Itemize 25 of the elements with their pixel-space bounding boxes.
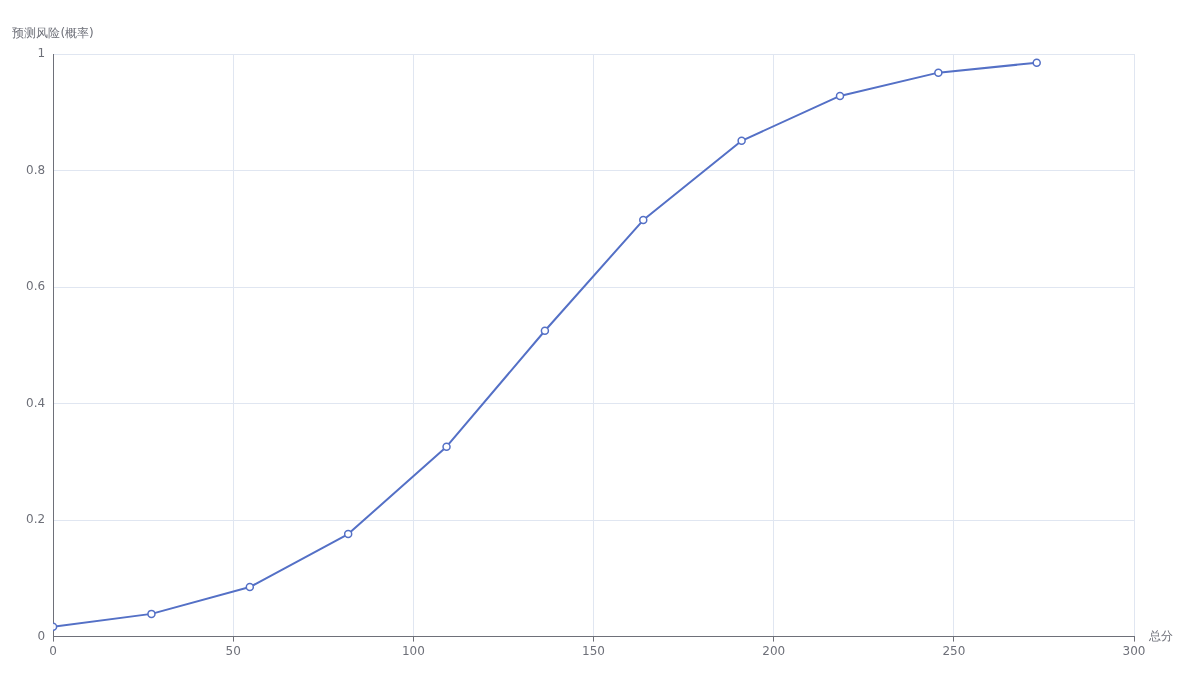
y-tick-label: 1 xyxy=(37,46,46,61)
point xyxy=(934,68,943,77)
point xyxy=(147,609,156,619)
y-tick-label: 0.6 xyxy=(25,279,46,294)
point xyxy=(1032,58,1041,67)
point xyxy=(343,529,353,539)
y-tick-label: 0 xyxy=(37,628,46,643)
point xyxy=(639,215,648,225)
point xyxy=(442,442,451,451)
x-tick-label: 0 xyxy=(49,643,57,658)
y-tick-label: 0.4 xyxy=(25,395,46,410)
x-tick-label: 50 xyxy=(225,643,241,658)
x-tick-label: 100 xyxy=(401,643,425,658)
x-tick-label: 250 xyxy=(942,643,966,658)
x-tick-label: 300 xyxy=(1122,643,1146,658)
y-axis-title: 预测风险(概率) xyxy=(12,26,94,41)
point xyxy=(737,136,746,146)
x-tick-label: 150 xyxy=(582,643,605,658)
point xyxy=(835,91,845,101)
point xyxy=(540,326,550,335)
point xyxy=(245,582,255,592)
y-tick-label: 0.8 xyxy=(25,162,46,177)
y-tick-label: 0.2 xyxy=(25,512,46,527)
x-tick-label: 200 xyxy=(762,643,786,658)
x-axis-title: 总分 xyxy=(1148,628,1173,643)
